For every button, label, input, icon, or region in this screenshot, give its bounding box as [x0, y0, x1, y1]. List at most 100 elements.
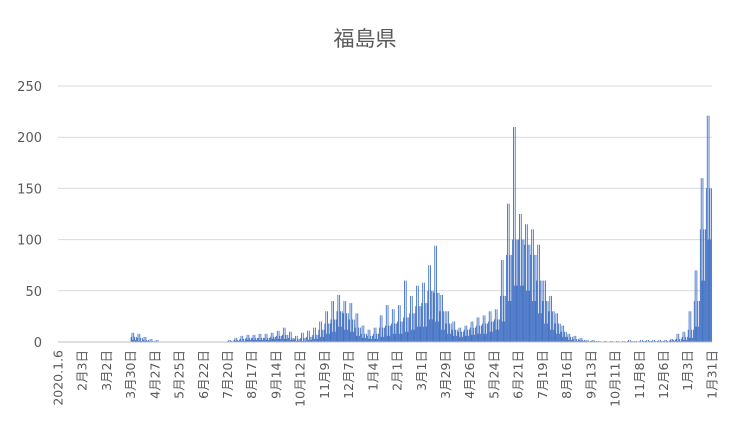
bar [312, 334, 314, 342]
bar [276, 330, 278, 342]
bar [693, 301, 695, 342]
bar [699, 229, 701, 342]
bar [472, 321, 474, 342]
bar [467, 329, 469, 342]
bar [686, 336, 688, 342]
bar [308, 330, 310, 342]
bar [260, 333, 262, 342]
bar [439, 311, 441, 342]
bar [644, 340, 646, 342]
bar [280, 338, 282, 342]
bar [410, 329, 412, 342]
bar [463, 329, 465, 342]
bar [428, 265, 430, 342]
bar [337, 294, 339, 342]
bar [474, 327, 476, 342]
bar [232, 340, 234, 342]
bar [705, 188, 707, 342]
bar [686, 339, 687, 342]
y-tick-label: 200 [17, 131, 42, 146]
bar [352, 331, 354, 342]
bar [702, 178, 704, 342]
bar [430, 290, 432, 342]
bar [679, 338, 681, 342]
bar [571, 336, 573, 342]
bar [381, 315, 383, 342]
bar [370, 335, 372, 342]
bar [374, 338, 376, 342]
bar [700, 178, 702, 342]
bar [632, 340, 634, 342]
bar [570, 336, 572, 342]
bar [408, 317, 410, 342]
bar [449, 323, 450, 342]
bar [243, 338, 245, 342]
bar [325, 311, 327, 342]
y-tick-label: 150 [17, 182, 42, 197]
bar [674, 339, 676, 342]
bar [447, 333, 449, 342]
bar [268, 339, 270, 342]
bar [505, 295, 507, 342]
bar [540, 313, 542, 342]
bar [346, 329, 348, 342]
bar [147, 340, 148, 342]
bar [377, 338, 379, 342]
x-tick-label: 11月8日 [632, 350, 647, 399]
bar [320, 321, 322, 342]
bar [468, 335, 469, 342]
x-tick-label: 6月21日 [511, 350, 526, 399]
bar [647, 339, 649, 342]
bar [230, 339, 232, 342]
bar [335, 319, 337, 342]
bar [263, 337, 264, 342]
bar [680, 338, 682, 342]
x-tick-label: 12月6日 [656, 350, 671, 399]
bar [526, 290, 527, 342]
bar [694, 270, 696, 342]
bar [237, 339, 238, 342]
bar [276, 335, 277, 342]
bar [558, 333, 560, 342]
bar [668, 340, 670, 342]
bar [531, 229, 533, 342]
bar [293, 337, 295, 342]
bar [340, 311, 341, 342]
bar [585, 339, 587, 342]
bar [132, 339, 134, 342]
bar [143, 336, 145, 342]
x-tick-label: 10月12日 [293, 350, 308, 407]
bar [679, 340, 681, 342]
bar [532, 229, 534, 342]
bar [330, 319, 332, 342]
bar [634, 340, 636, 342]
bar [656, 340, 658, 342]
bar [387, 305, 389, 342]
bar [426, 303, 428, 342]
bar [388, 325, 390, 342]
bar [475, 325, 477, 342]
bar [295, 340, 297, 342]
bar [233, 339, 235, 342]
bar [136, 337, 138, 342]
bar [383, 336, 385, 342]
bar [450, 323, 452, 342]
bar [277, 338, 279, 342]
bar [458, 327, 460, 342]
bar [483, 333, 485, 342]
bar [344, 329, 346, 342]
bar [241, 340, 243, 342]
bar [452, 321, 454, 342]
bar [356, 335, 358, 342]
bar [692, 337, 693, 342]
bar [334, 331, 336, 342]
bar [282, 327, 284, 342]
bar [567, 333, 569, 342]
bar [301, 340, 303, 342]
bar [406, 317, 408, 342]
bar [373, 327, 375, 342]
x-tick-label: 2月1日 [390, 350, 405, 391]
bar [456, 329, 458, 342]
bar [560, 331, 562, 342]
bar [347, 313, 349, 342]
